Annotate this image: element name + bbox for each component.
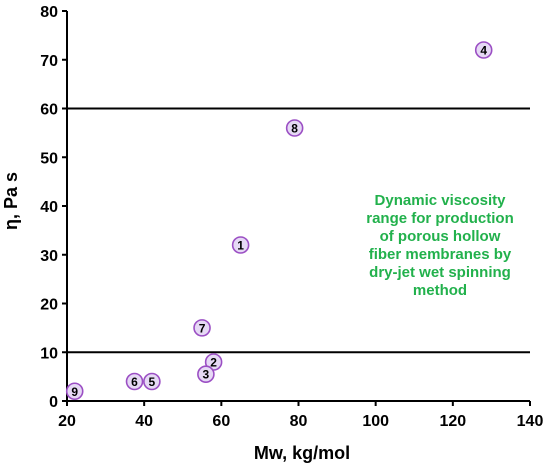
data-point-label: 9	[71, 385, 78, 399]
data-point	[125, 372, 144, 391]
y-tick-label: 50	[40, 150, 58, 167]
data-point	[231, 236, 250, 254]
y-tick-label: 70	[40, 53, 58, 70]
annotation-line: range for production	[366, 210, 514, 227]
data-points: 1 23 4 56 7 8 9	[65, 41, 493, 401]
y-tick-label: 20	[40, 297, 58, 314]
reference-lines	[67, 107, 530, 354]
x-tick-label: 20	[58, 413, 76, 430]
x-tick-label: 60	[212, 413, 230, 430]
x-tick-label: 100	[362, 413, 389, 430]
data-point-label: 3	[203, 368, 210, 382]
y-axis-title: η, Pa s	[1, 172, 21, 230]
data-point	[197, 365, 215, 383]
data-point-label: 6	[131, 375, 138, 389]
annotation-line: method	[413, 282, 467, 299]
y-tick-label: 40	[40, 199, 58, 216]
data-point-label: 7	[199, 321, 206, 335]
y-tick-label: 10	[40, 345, 58, 362]
data-point	[285, 119, 304, 137]
data-point-label: 4	[480, 44, 487, 58]
data-point-label: 1	[237, 239, 244, 253]
data-point-label: 5	[149, 375, 156, 389]
y-tick-label: 80	[40, 4, 58, 21]
y-tick-label: 60	[40, 102, 58, 119]
y-tick-label: 30	[40, 248, 58, 265]
x-tick-label: 120	[439, 413, 466, 430]
data-point	[474, 41, 493, 59]
data-point-label: 2	[210, 356, 217, 370]
x-axis-title: Mw, kg/mol	[254, 443, 350, 463]
annotation-line: Dynamic viscosity	[375, 192, 507, 209]
annotation-line: fiber membranes by	[369, 246, 512, 263]
annotation-line: of porous hollow	[380, 228, 501, 245]
x-tick-label: 140	[517, 413, 544, 430]
data-point	[193, 319, 211, 337]
y-tick-label: 0	[49, 394, 58, 411]
x-tick-label: 40	[135, 413, 153, 430]
annotation-line: dry-jet wet spinning	[369, 264, 511, 281]
data-point-label: 8	[291, 122, 298, 136]
data-point	[143, 372, 161, 391]
x-tick-label: 80	[290, 413, 308, 430]
data-point	[65, 382, 84, 401]
ticks: 0 10 20 30 40 50 60 70 80 20 40 60 80 100 120 140	[40, 4, 543, 430]
